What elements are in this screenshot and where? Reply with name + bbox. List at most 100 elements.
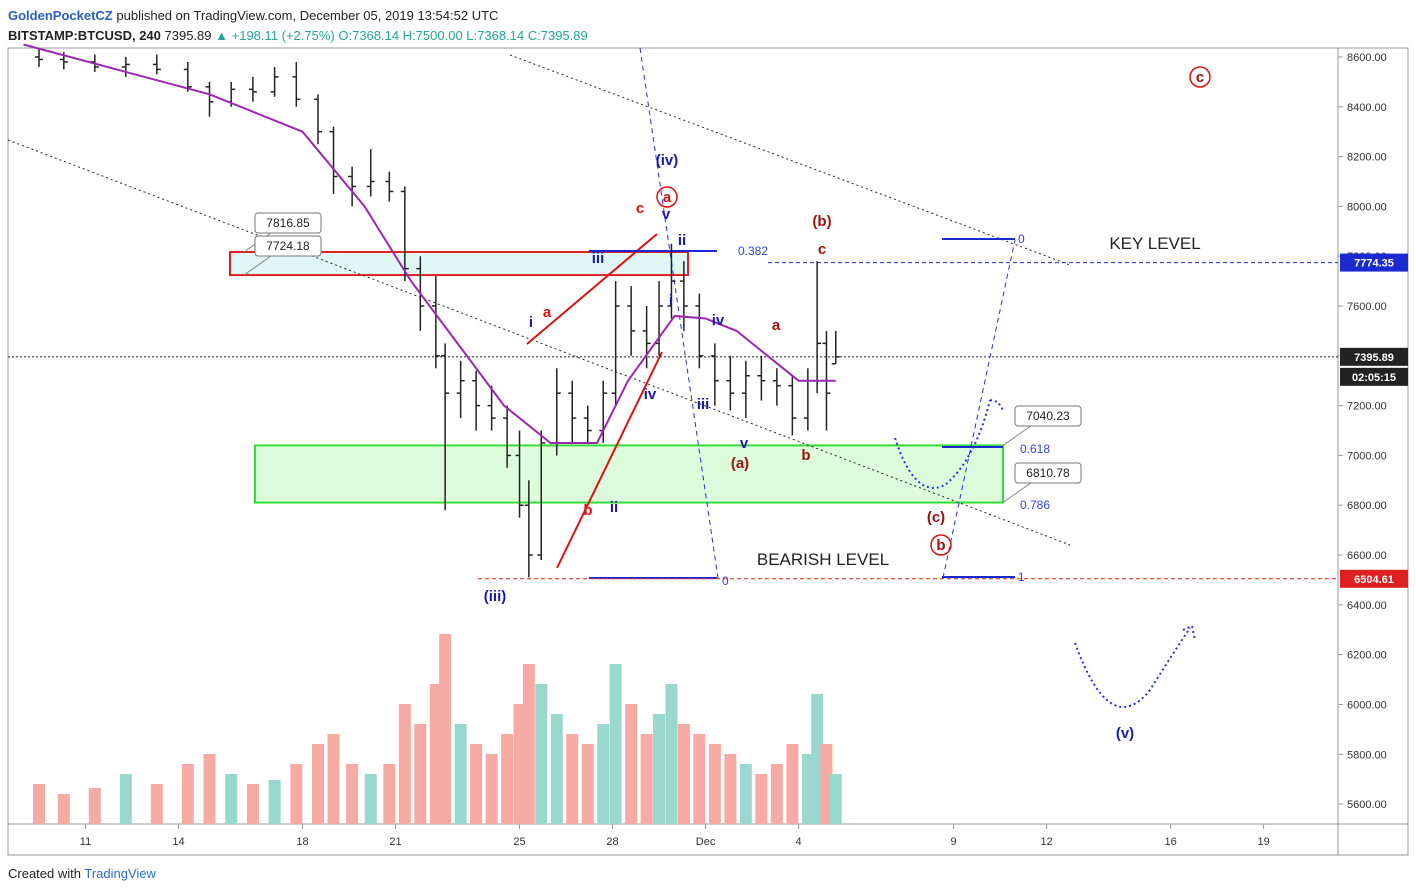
volume-bar xyxy=(346,764,359,824)
x-tick-label: 9 xyxy=(951,836,957,848)
volume-bar xyxy=(398,704,411,824)
y-tick-label: 5600.00 xyxy=(1347,799,1387,811)
trend-line xyxy=(556,351,663,569)
y-tick-label: 8200.00 xyxy=(1347,152,1387,164)
x-tick-label: 18 xyxy=(296,836,308,848)
volume-bar xyxy=(677,724,690,824)
volume-bar xyxy=(364,774,377,824)
bearish-level-label: 6504.61 xyxy=(1354,574,1394,586)
volume-bar xyxy=(439,634,452,824)
volume-bar xyxy=(414,724,427,824)
callout-box xyxy=(1014,405,1082,427)
wave-circle xyxy=(656,186,678,208)
volume-bar xyxy=(513,704,526,824)
x-tick-label: 14 xyxy=(172,836,184,848)
wave-label: c xyxy=(1196,69,1204,86)
y-tick-label: 8000.00 xyxy=(1347,201,1387,213)
volume-bar xyxy=(708,744,721,824)
y-tick-label: 8400.00 xyxy=(1347,102,1387,114)
volume-bar xyxy=(119,774,132,824)
volume-bar xyxy=(755,774,768,824)
volume-bar xyxy=(88,788,101,824)
x-tick-label: 28 xyxy=(606,836,618,848)
fib-label: 0 xyxy=(722,574,729,588)
zone xyxy=(229,250,689,277)
callout-box xyxy=(1014,462,1082,484)
last: 7395.89 xyxy=(164,28,212,43)
x-tick-label: 12 xyxy=(1040,836,1052,848)
x-tick-label: 11 xyxy=(80,836,91,848)
volume-bar xyxy=(33,784,46,824)
callout-label: 7816.85 xyxy=(266,216,310,230)
volume-bar xyxy=(665,684,678,824)
volume-bar xyxy=(597,724,610,824)
wave-label: ii xyxy=(678,232,686,249)
volume-bar xyxy=(246,784,259,824)
wave-label: BEARISH LEVEL xyxy=(757,550,889,569)
volume-bar xyxy=(225,774,238,824)
fib-label: 0.786 xyxy=(1020,498,1050,512)
projection-arrow xyxy=(1182,624,1196,641)
created: Created with xyxy=(8,866,81,881)
fib-label: 0 xyxy=(1018,232,1025,246)
zone xyxy=(254,444,1004,504)
volume-bar xyxy=(829,774,842,824)
y-tick-label: 8600.00 xyxy=(1347,52,1387,64)
x-tick-label: 4 xyxy=(795,836,801,848)
x-tick-label: 25 xyxy=(513,836,525,848)
author: GoldenPocketCZ xyxy=(8,8,113,23)
volume-bar xyxy=(383,764,396,824)
countdown: 02:05:15 xyxy=(1352,372,1396,384)
wave-circle xyxy=(1189,66,1211,88)
x-tick-label: 16 xyxy=(1164,836,1176,848)
volume-bar xyxy=(653,714,666,824)
key-level-label: 7774.35 xyxy=(1354,258,1394,270)
volume-bar xyxy=(312,744,325,824)
y-tick-label: 7200.00 xyxy=(1347,401,1387,413)
current-price-label: 7395.89 xyxy=(1354,352,1394,364)
volume-bar xyxy=(566,734,579,824)
wave-label: a xyxy=(543,304,552,321)
wave-circle xyxy=(930,534,952,556)
countdown-tag xyxy=(1340,367,1408,386)
wave-label: i xyxy=(529,314,533,331)
volume-bar xyxy=(485,754,498,824)
fib-diagonal xyxy=(942,239,1016,579)
callout-box xyxy=(254,212,322,234)
symbol: BITSTAMP:BTCUSD, 240 xyxy=(8,28,161,43)
volume-bar xyxy=(535,684,548,824)
y-tick-label: 5800.00 xyxy=(1347,749,1387,761)
volume-bar xyxy=(724,754,737,824)
y-tick-label: 6200.00 xyxy=(1347,650,1387,662)
projection-arrow xyxy=(989,399,1004,411)
ohlc: O:7368.14 H:7500.00 L:7368.14 C:7395.89 xyxy=(338,28,588,43)
wave-label: c xyxy=(636,200,644,217)
volume-bar xyxy=(429,684,442,824)
wave-label: ii xyxy=(610,499,618,516)
volume-bar xyxy=(454,724,467,824)
wave-label: b xyxy=(936,537,945,554)
volume-bar xyxy=(501,734,514,824)
wave-label: b xyxy=(583,502,592,519)
wave-label: i xyxy=(669,292,673,309)
frame xyxy=(7,47,1409,856)
wave-label: (v) xyxy=(1116,725,1134,742)
volume-bar xyxy=(581,744,594,824)
x-tick-label: 21 xyxy=(389,836,401,848)
volume-bar xyxy=(693,734,706,824)
y-tick-label: 6600.00 xyxy=(1347,550,1387,562)
wave-label: (iv) xyxy=(656,152,679,169)
volume-bar xyxy=(470,744,483,824)
wave-label: iv xyxy=(644,386,657,403)
wave-label: a xyxy=(772,317,781,334)
volume-bar xyxy=(820,744,833,824)
moving-average xyxy=(23,43,836,444)
current-price-tag xyxy=(1340,347,1408,366)
volume-bar xyxy=(290,764,303,824)
volume-bar xyxy=(739,764,752,824)
wave-label: (a) xyxy=(731,455,749,472)
volume-bar xyxy=(550,714,563,824)
projection-path xyxy=(894,399,991,489)
callout-box xyxy=(254,235,322,257)
